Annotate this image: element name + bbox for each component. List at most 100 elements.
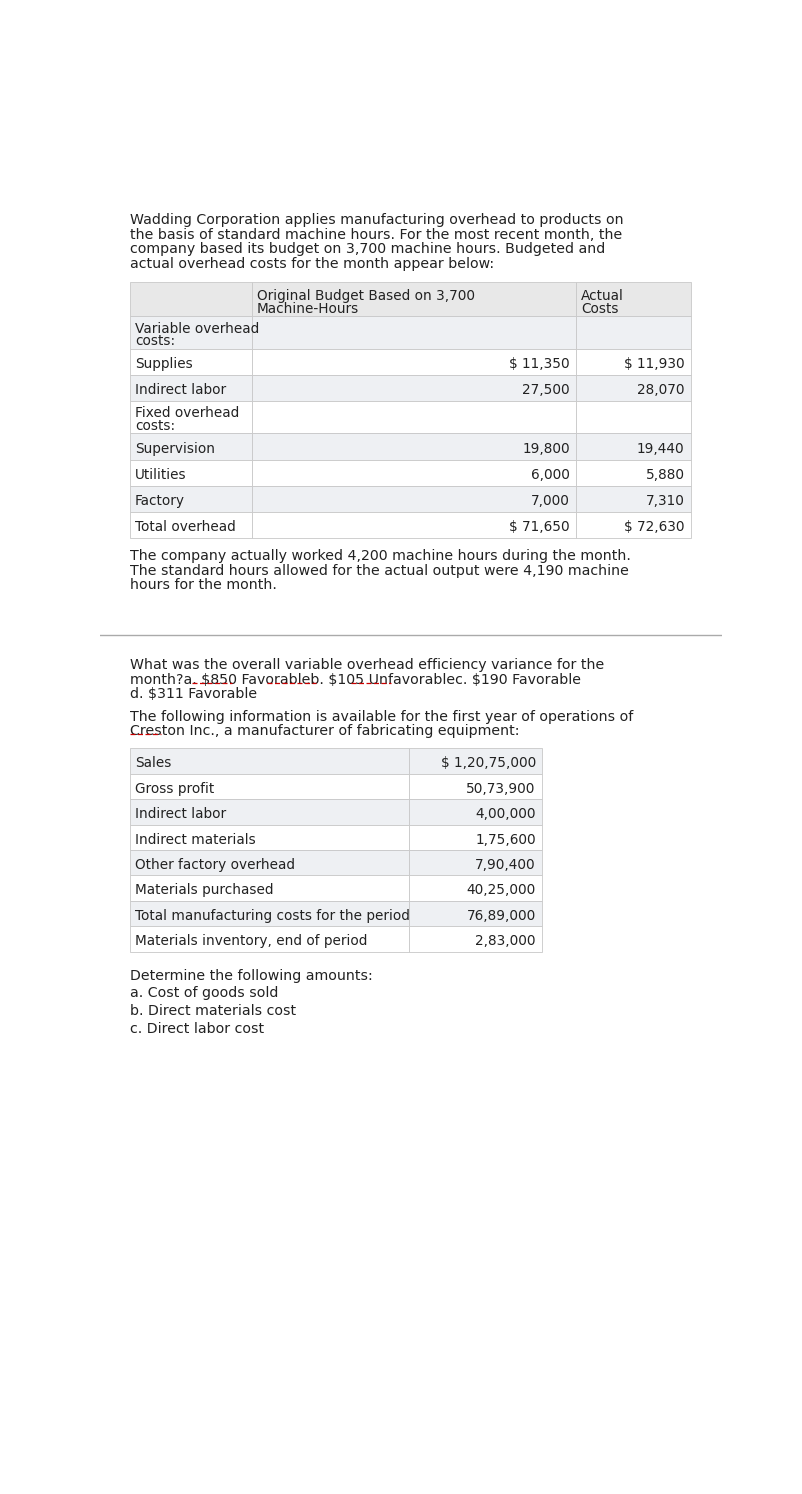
Text: Materials purchased: Materials purchased xyxy=(135,883,273,898)
Bar xyxy=(130,400,252,433)
Text: Utilities: Utilities xyxy=(135,468,187,483)
Bar xyxy=(252,433,576,460)
Bar xyxy=(409,850,542,875)
Bar xyxy=(130,375,252,400)
Bar xyxy=(409,748,542,774)
Text: Indirect labor: Indirect labor xyxy=(135,384,226,397)
Bar xyxy=(130,799,409,825)
Text: b. Direct materials cost: b. Direct materials cost xyxy=(130,1004,296,1017)
Text: $ 71,650: $ 71,650 xyxy=(509,520,570,535)
Text: Wadding Corporation applies manufacturing overhead to products on: Wadding Corporation applies manufacturin… xyxy=(130,214,623,227)
Bar xyxy=(130,875,409,901)
Text: Sales: Sales xyxy=(135,756,172,771)
Text: Actual: Actual xyxy=(581,288,624,303)
Text: $ 1,20,75,000: $ 1,20,75,000 xyxy=(440,756,536,771)
Text: 50,73,900: 50,73,900 xyxy=(467,781,536,796)
Bar xyxy=(252,348,576,375)
Text: 27,500: 27,500 xyxy=(522,384,570,397)
Text: The standard hours allowed for the actual output were 4,190 machine: The standard hours allowed for the actua… xyxy=(130,563,629,578)
Text: month?a. $850 Favorableb. $105 Unfavorablec. $190 Favorable: month?a. $850 Favorableb. $105 Unfavorab… xyxy=(130,672,581,687)
Bar xyxy=(409,799,542,825)
Bar xyxy=(252,512,576,538)
Text: Gross profit: Gross profit xyxy=(135,781,214,796)
Text: Supervision: Supervision xyxy=(135,442,215,456)
Bar xyxy=(576,375,691,400)
Bar xyxy=(409,825,542,850)
Bar xyxy=(130,433,252,460)
Text: hours for the month.: hours for the month. xyxy=(130,578,277,592)
Text: Total manufacturing costs for the period: Total manufacturing costs for the period xyxy=(135,908,410,923)
Text: 19,800: 19,800 xyxy=(522,442,570,456)
Text: 5,880: 5,880 xyxy=(646,468,685,483)
Bar xyxy=(252,400,576,433)
Text: Other factory overhead: Other factory overhead xyxy=(135,858,295,872)
Text: 19,440: 19,440 xyxy=(637,442,685,456)
Bar xyxy=(252,486,576,512)
Text: 6,000: 6,000 xyxy=(531,468,570,483)
Bar xyxy=(576,512,691,538)
Text: $ 72,630: $ 72,630 xyxy=(624,520,685,535)
Text: The company actually worked 4,200 machine hours during the month.: The company actually worked 4,200 machin… xyxy=(130,548,630,563)
Text: $ 11,350: $ 11,350 xyxy=(509,357,570,371)
Text: actual overhead costs for the month appear below:: actual overhead costs for the month appe… xyxy=(130,257,494,270)
Text: Total overhead: Total overhead xyxy=(135,520,236,535)
Text: Fixed overhead: Fixed overhead xyxy=(135,406,239,420)
Bar xyxy=(130,460,252,486)
Text: Factory: Factory xyxy=(135,495,185,508)
Text: Variable overhead: Variable overhead xyxy=(135,321,259,336)
Bar xyxy=(130,317,252,348)
Bar xyxy=(252,460,576,486)
Bar xyxy=(576,317,691,348)
Text: Indirect materials: Indirect materials xyxy=(135,832,256,847)
Bar xyxy=(576,400,691,433)
Bar xyxy=(130,926,409,952)
Bar xyxy=(576,433,691,460)
Text: 4,00,000: 4,00,000 xyxy=(476,807,536,822)
Bar xyxy=(409,774,542,799)
Text: The following information is available for the first year of operations of: The following information is available f… xyxy=(130,710,633,723)
Text: c. Direct labor cost: c. Direct labor cost xyxy=(130,1022,264,1035)
Text: Determine the following amounts:: Determine the following amounts: xyxy=(130,968,372,983)
Bar xyxy=(130,901,409,926)
Text: 2,83,000: 2,83,000 xyxy=(476,934,536,949)
Text: Materials inventory, end of period: Materials inventory, end of period xyxy=(135,934,367,949)
Text: 40,25,000: 40,25,000 xyxy=(467,883,536,898)
Bar xyxy=(576,282,691,317)
Bar xyxy=(576,460,691,486)
Text: costs:: costs: xyxy=(135,335,176,348)
Text: costs:: costs: xyxy=(135,418,176,433)
Text: a. Cost of goods sold: a. Cost of goods sold xyxy=(130,986,278,1001)
Bar xyxy=(576,348,691,375)
Text: 1,75,600: 1,75,600 xyxy=(475,832,536,847)
Bar xyxy=(130,486,252,512)
Text: 7,310: 7,310 xyxy=(646,495,685,508)
Bar xyxy=(409,926,542,952)
Text: 7,90,400: 7,90,400 xyxy=(475,858,536,872)
Bar xyxy=(252,282,576,317)
Text: d. $311 Favorable: d. $311 Favorable xyxy=(130,687,257,702)
Text: Machine-Hours: Machine-Hours xyxy=(257,302,359,315)
Text: 76,89,000: 76,89,000 xyxy=(467,908,536,923)
Text: Costs: Costs xyxy=(581,302,618,315)
Bar xyxy=(130,348,252,375)
Bar xyxy=(409,901,542,926)
Bar xyxy=(130,748,409,774)
Bar xyxy=(130,282,252,317)
Text: $ 11,930: $ 11,930 xyxy=(624,357,685,371)
Bar xyxy=(130,850,409,875)
Text: company based its budget on 3,700 machine hours. Budgeted and: company based its budget on 3,700 machin… xyxy=(130,242,605,257)
Text: 28,070: 28,070 xyxy=(637,384,685,397)
Text: the basis of standard machine hours. For the most recent month, the: the basis of standard machine hours. For… xyxy=(130,227,622,242)
Text: Creston Inc., a manufacturer of fabricating equipment:: Creston Inc., a manufacturer of fabricat… xyxy=(130,725,519,738)
Bar xyxy=(130,512,252,538)
Text: Original Budget Based on 3,700: Original Budget Based on 3,700 xyxy=(257,288,475,303)
Text: 7,000: 7,000 xyxy=(531,495,570,508)
Bar xyxy=(576,486,691,512)
Bar xyxy=(130,825,409,850)
Bar xyxy=(130,774,409,799)
Text: What was the overall variable overhead efficiency variance for the: What was the overall variable overhead e… xyxy=(130,659,604,672)
Bar xyxy=(409,875,542,901)
Text: Supplies: Supplies xyxy=(135,357,192,371)
Bar xyxy=(252,317,576,348)
Bar xyxy=(252,375,576,400)
